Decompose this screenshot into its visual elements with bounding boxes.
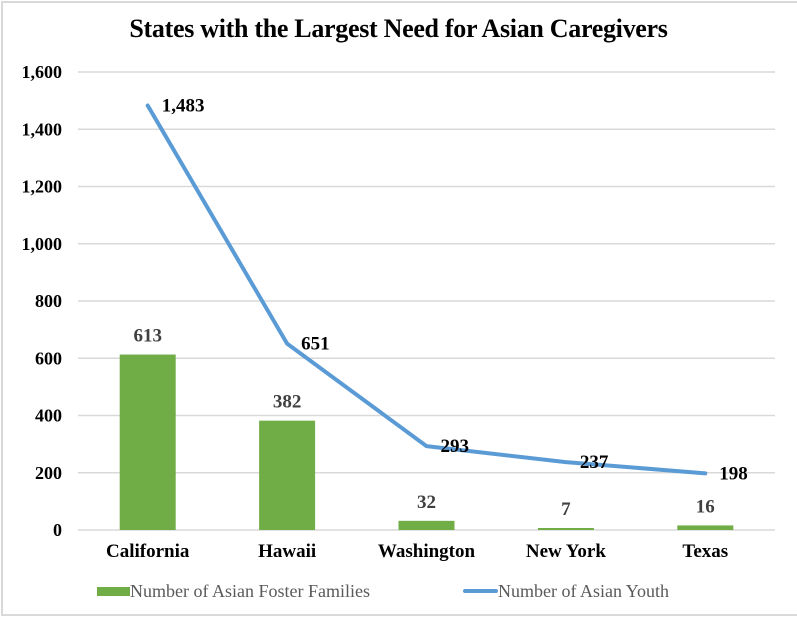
line-number-of-asian-youth [145, 103, 708, 476]
line-data-label: 651 [301, 334, 330, 355]
y-tick-label: 1,600 [22, 62, 63, 82]
y-axis-ticks: 0 200 400 600 800 1,000 1,200 1,400 1,600 [22, 62, 63, 540]
bar-washington [398, 520, 455, 530]
x-tick-label: Washington [378, 541, 476, 562]
y-tick-label: 800 [35, 291, 62, 311]
line-data-labels: 1,483 651 293 237 198 [162, 95, 748, 484]
line-series [145, 103, 708, 476]
bar-data-label: 16 [696, 496, 715, 517]
y-tick-label: 600 [35, 348, 62, 368]
y-tick-label: 1,400 [22, 119, 63, 139]
x-tick-label: New York [526, 541, 606, 562]
y-tick-label: 200 [35, 463, 62, 483]
legend-swatch-line [463, 589, 498, 593]
legend-label: Number of Asian Youth [498, 580, 670, 601]
legend-item-asian-youth[interactable]: Number of Asian Youth [463, 578, 669, 604]
legend-item-foster-families[interactable]: Number of Asian Foster Families [97, 578, 370, 604]
bar-texas [677, 525, 734, 530]
bar-california [119, 354, 176, 530]
bar-series [119, 354, 734, 530]
bar-data-labels: 613 382 32 7 16 [133, 326, 714, 520]
line-data-label: 198 [719, 463, 748, 484]
legend-label: Number of Asian Foster Families [130, 580, 370, 601]
line-data-label: 293 [441, 436, 470, 457]
x-tick-label: Hawaii [258, 541, 316, 562]
legend-swatch-bar [97, 586, 130, 596]
bar-data-label: 382 [273, 392, 302, 413]
bar-data-label: 32 [417, 492, 436, 513]
bar-data-label: 7 [561, 499, 571, 520]
gridlines [78, 71, 775, 531]
bar-data-label: 613 [133, 326, 162, 347]
bar-new-york [537, 527, 594, 530]
y-tick-label: 1,000 [22, 234, 63, 254]
x-axis-ticks: California Hawaii Washington New York Texas [106, 541, 728, 562]
chart-title: States with the Largest Need for Asian C… [129, 14, 668, 43]
x-tick-label: California [106, 541, 190, 562]
y-tick-label: 0 [53, 520, 62, 540]
legend: Number of Asian Foster Families Number o… [0, 578, 797, 604]
y-tick-label: 400 [35, 406, 62, 426]
line-data-label: 237 [580, 452, 609, 473]
x-tick-label: Texas [682, 541, 728, 562]
bar-hawaii [259, 420, 316, 530]
line-data-label: 1,483 [162, 95, 205, 116]
y-tick-label: 1,200 [22, 177, 63, 197]
